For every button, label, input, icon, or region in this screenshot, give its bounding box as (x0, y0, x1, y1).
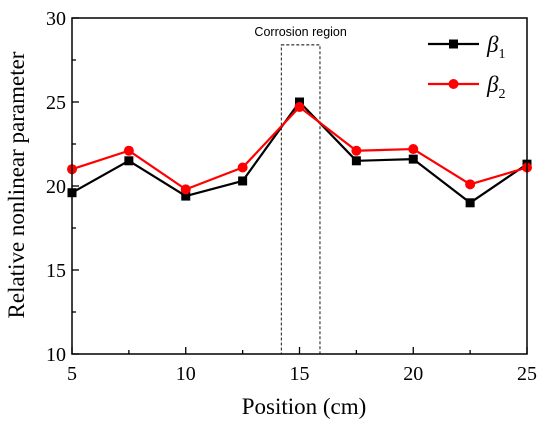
series-1-point (295, 97, 304, 107)
legend-label-2: β2 (486, 72, 505, 102)
plot-frame (71, 17, 528, 355)
legend-marker-2 (448, 79, 459, 89)
x-tick-label: 5 (67, 363, 77, 385)
y-tick-label: 10 (46, 344, 66, 366)
legend-subscript: 1 (498, 47, 505, 62)
series-1-point (181, 191, 191, 201)
series-2-point (123, 145, 134, 156)
legend-marker-1 (449, 39, 458, 49)
legend-subscript: 2 (498, 87, 505, 102)
y-tick-label: 25 (46, 92, 66, 114)
legend-symbol: β (486, 72, 499, 97)
series-2-point (180, 184, 191, 195)
y-tick-label: 15 (46, 260, 66, 282)
x-tick-label: 10 (176, 363, 196, 385)
series-1-line (71, 100, 528, 204)
y-axis-title: Relative nonlinear parameter (4, 51, 29, 318)
corrosion-region-label: Corrosion region (254, 25, 346, 39)
series-1-point (124, 156, 134, 166)
plot-area: Corrosion region (67, 25, 532, 355)
series-1-point (351, 156, 361, 166)
x-tick-label: 15 (290, 363, 310, 385)
series-2-point (237, 162, 248, 173)
series-2-point (465, 179, 476, 190)
series-1-point (238, 176, 248, 186)
series-2-line (71, 105, 528, 191)
x-tick-label: 20 (403, 363, 423, 385)
legend-label-1: β1 (486, 32, 505, 62)
x-tick-label: 25 (517, 363, 537, 385)
series-1-point (465, 198, 475, 208)
x-axis-title: Position (cm) (242, 394, 367, 419)
series-2-point (294, 102, 305, 113)
corrosion-region-box (280, 44, 321, 355)
y-tick-label: 30 (46, 8, 66, 30)
series-2-point (408, 144, 419, 155)
series-2-point (351, 145, 362, 156)
y-tick-label: 20 (46, 176, 66, 198)
series-1-point (408, 154, 418, 164)
legend-symbol: β (486, 32, 499, 57)
